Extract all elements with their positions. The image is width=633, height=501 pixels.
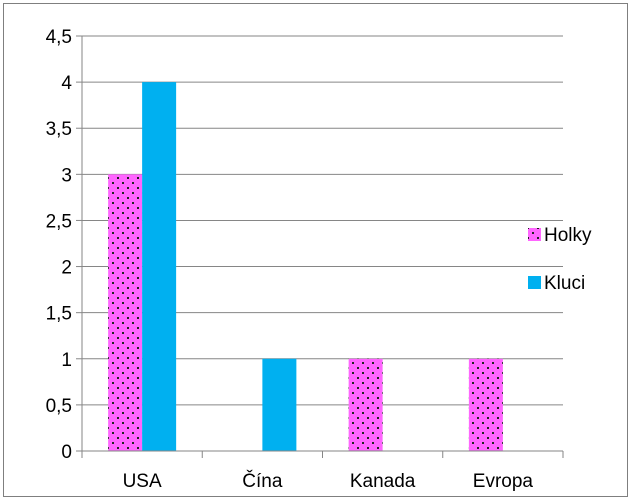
y-tick-label: 3 [61, 165, 72, 186]
y-tick-label: 1,5 [46, 304, 72, 325]
x-tick-labels: USA Čína Kanada Evropa [123, 470, 534, 492]
axes [81, 36, 564, 458]
bar-holky-kanada [348, 358, 383, 451]
bar-kluci-usa [142, 82, 177, 451]
y-tick-label: 4,5 [46, 27, 72, 48]
legend: Holky Kluci [528, 225, 592, 294]
bar-holky-usa [108, 174, 143, 452]
y-tick-label: 3,5 [46, 119, 72, 140]
legend-swatch-holky [528, 228, 541, 241]
x-tick-label: Kanada [350, 471, 416, 492]
x-tick-label: Čína [242, 470, 283, 492]
y-tick-label: 0,5 [46, 396, 72, 417]
y-tick-label: 0 [61, 442, 72, 463]
bars [108, 82, 503, 452]
y-tick-label: 1 [61, 350, 72, 371]
chart-frame [3, 3, 628, 497]
x-tick-label: USA [123, 471, 162, 492]
bar-holky-evropa [468, 358, 503, 451]
y-tick-labels: 0 0,5 1 1,5 2 2,5 3 3,5 4 4,5 [46, 27, 73, 463]
y-tick-label: 4 [61, 73, 72, 94]
legend-swatch-kluci [528, 276, 541, 289]
y-tick-label: 2,5 [46, 211, 72, 232]
legend-label-holky: Holky [544, 225, 592, 246]
y-tick-label: 2 [61, 258, 72, 279]
x-tick-label: Evropa [473, 471, 534, 492]
bar-kluci-čína [262, 358, 297, 451]
legend-label-kluci: Kluci [544, 273, 585, 294]
